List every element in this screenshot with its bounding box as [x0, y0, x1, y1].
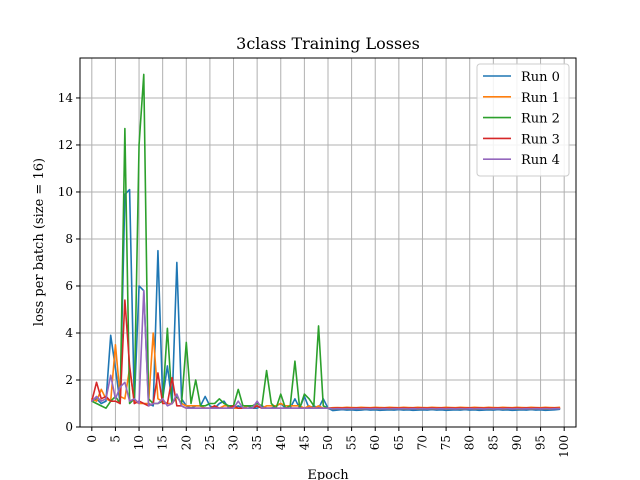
x-tick-label: 45	[297, 435, 311, 450]
series-line-run-4	[91, 289, 561, 410]
x-tick-label: 30	[227, 435, 241, 450]
series-lines	[91, 73, 561, 412]
y-tick-label: 10	[58, 185, 73, 199]
x-tick-label: 0	[85, 435, 99, 443]
x-tick-label: 65	[392, 435, 406, 450]
legend-label: Run 3	[521, 132, 560, 147]
x-axis-label: Epoch	[307, 468, 349, 480]
y-tick-label: 6	[65, 279, 73, 293]
x-tick-label: 100	[557, 435, 571, 458]
x-tick-label: 70	[415, 435, 429, 450]
x-tick-label: 90	[510, 435, 524, 450]
x-tick-label: 40	[274, 435, 288, 450]
y-tick-label: 14	[58, 91, 74, 105]
legend-label: Run 2	[521, 112, 560, 127]
y-axis-label: loss per batch (size = 16)	[32, 158, 47, 326]
y-tick-label: 12	[58, 138, 73, 152]
legend-label: Run 1	[521, 91, 560, 106]
x-tick-label: 5	[108, 435, 122, 443]
x-tick-label: 95	[534, 435, 548, 450]
series-line-run-0	[91, 188, 561, 412]
x-tick-label: 50	[321, 435, 335, 450]
x-tick-label: 20	[179, 435, 193, 450]
axis-ticks: 0 5 10 15 20 25 30 35 40 45 50 55 60 65 70 75 80 85 90 95 10…	[58, 91, 571, 458]
x-tick-label: 75	[439, 435, 453, 450]
x-tick-label: 85	[486, 435, 500, 450]
y-tick-label: 0	[65, 420, 73, 434]
x-tick-label: 15	[156, 435, 170, 450]
legend: Run 0 Run 1 Run 2 Run 3 Run 4	[476, 63, 570, 177]
y-tick-label: 8	[65, 232, 73, 246]
x-tick-label: 60	[368, 435, 382, 450]
y-tick-label: 2	[65, 373, 73, 387]
legend-label: Run 0	[521, 70, 560, 85]
x-tick-label: 10	[132, 435, 146, 450]
legend-box	[476, 63, 570, 177]
y-tick-label: 4	[65, 326, 73, 340]
legend-label: Run 4	[521, 153, 560, 168]
x-tick-label: 80	[463, 435, 477, 450]
x-tick-label: 25	[203, 435, 217, 450]
x-tick-label: 35	[250, 435, 264, 450]
chart-title: 3class Training Losses	[236, 34, 420, 53]
x-tick-label: 55	[345, 435, 359, 450]
